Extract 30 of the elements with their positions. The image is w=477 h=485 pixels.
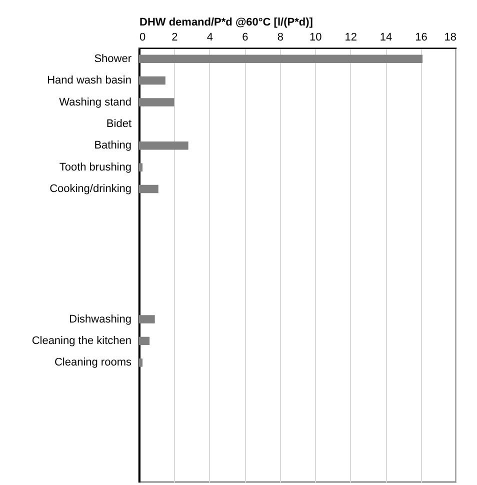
y-tick-label: Cooking/drinking [50,183,132,196]
x-tick-label: 12 [344,32,357,44]
x-tick-label: 18 [444,32,456,44]
y-tick-label: Shower [94,52,132,65]
y-tick-label: Bidet [106,118,132,130]
bar [139,54,423,63]
x-tick-label: 0 [140,32,146,44]
bar [139,163,143,172]
x-tick-label: 8 [277,32,284,44]
bar [139,184,158,194]
x-tick-label: 6 [242,32,248,44]
bar [139,98,174,106]
x-axis-title: DHW demand/P*d @60°C [l/(P*d)] [140,16,314,28]
y-tick-label: Cleaning the kitchen [32,334,132,347]
bar [139,315,155,324]
y-tick-label: Washing stand [59,96,132,108]
y-tick-label: Dishwashing [69,313,132,326]
x-tick-label: 14 [380,32,392,44]
y-tick-label: Hand wash basin [47,74,132,87]
x-tick-label: 16 [415,32,428,44]
y-tick-label: Cleaning rooms [54,356,132,369]
x-tick-label: 2 [172,32,178,44]
y-tick-label: Bathing [94,140,132,152]
bar [139,76,166,85]
x-tick-label: 10 [309,32,322,44]
bar [139,142,188,150]
bar [139,336,150,346]
bar [139,358,143,367]
x-tick-label: 4 [206,32,214,44]
y-tick-label: Tooth brushing [59,161,132,174]
